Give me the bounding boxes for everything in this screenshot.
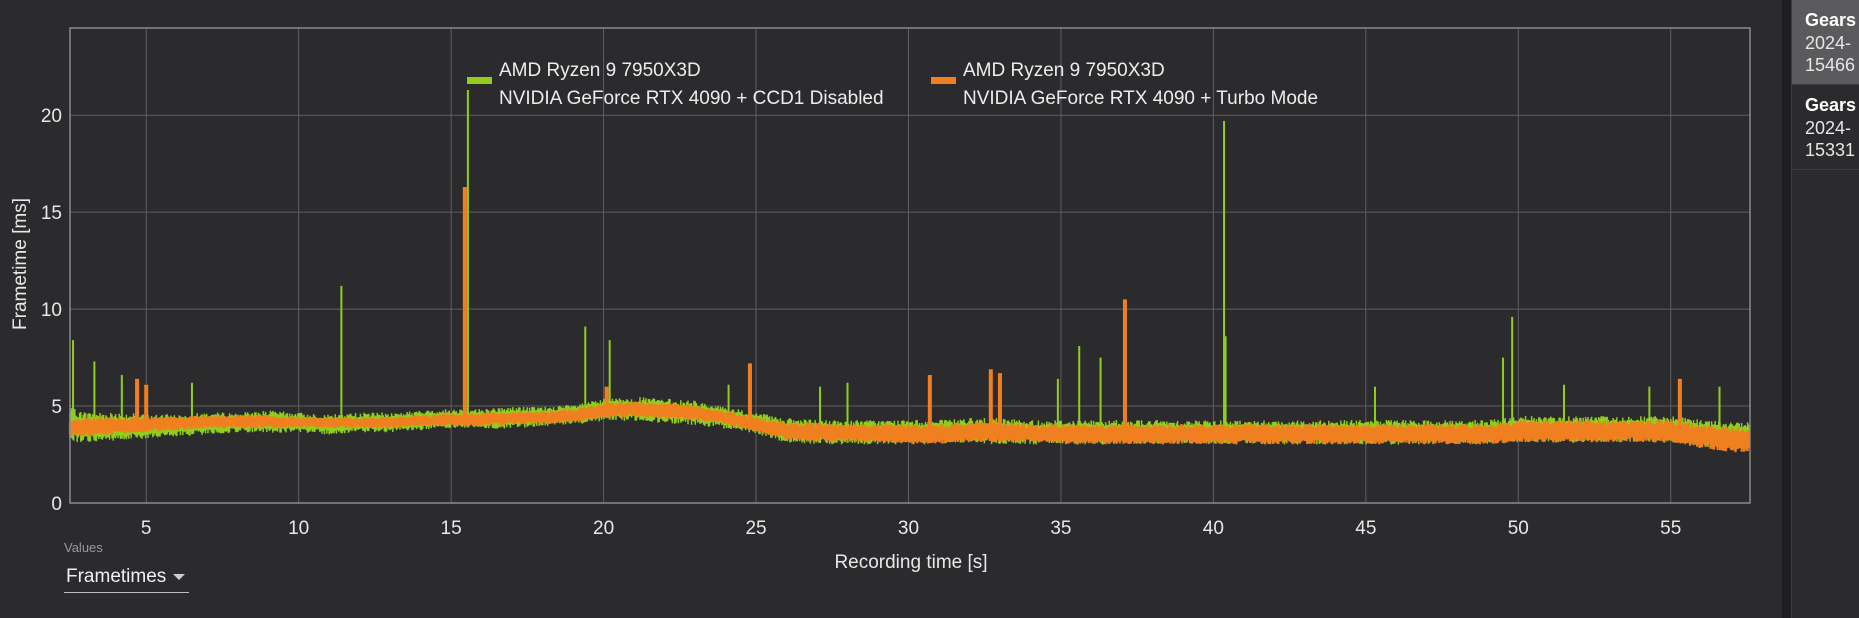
x-tick-label: 15 <box>441 518 462 539</box>
run-list-item[interactable]: Gears 2024- 15466 <box>1792 0 1859 85</box>
x-tick-label: 40 <box>1203 518 1224 539</box>
y-tick-label: 20 <box>41 106 62 127</box>
legend[interactable]: AMD Ryzen 9 7950X3D NVIDIA GeForce RTX 4… <box>467 60 1318 109</box>
y-tick-label: 0 <box>51 494 62 515</box>
run-id: 15331 <box>1805 140 1856 160</box>
y-axis-title: Frametime [ms] <box>10 198 31 330</box>
run-date: 2024- <box>1805 118 1852 138</box>
frametime-chart: 5 10 15 20 25 30 35 40 45 50 55 0 5 10 15 20 Recording … <box>10 27 1751 573</box>
x-tick-label: 20 <box>593 518 614 539</box>
legend-item-ccd1-disabled[interactable]: AMD Ryzen 9 7950X3D NVIDIA GeForce RTX 4… <box>467 60 884 109</box>
series-turbo-mode <box>68 186 1750 453</box>
chevron-down-icon[interactable] <box>173 574 185 580</box>
y-tick-label: 10 <box>41 300 62 321</box>
run-title: Gears <box>1805 10 1857 30</box>
plot-frame <box>69 27 1751 504</box>
frametime-band <box>68 401 1750 453</box>
legend-label-turbo-line2: NVIDIA GeForce RTX 4090 + Turbo Mode <box>963 88 1318 109</box>
x-tick-label: 35 <box>1050 518 1071 539</box>
run-title: Gears <box>1805 95 1857 115</box>
values-dropdown[interactable]: Frametimes <box>64 562 189 593</box>
legend-swatch-turbo-mode <box>931 77 956 84</box>
legend-label-ccd1-line1: AMD Ryzen 9 7950X3D <box>499 60 701 81</box>
x-tick-label: 25 <box>745 518 766 539</box>
values-selected-label: Frametimes <box>66 566 167 587</box>
x-tick-label: 45 <box>1355 518 1376 539</box>
series-layer <box>68 90 1750 453</box>
x-tick-label: 10 <box>288 518 309 539</box>
panel-divider[interactable] <box>1782 0 1791 618</box>
y-tick-label: 5 <box>51 397 62 418</box>
run-id: 15466 <box>1805 55 1856 75</box>
x-tick-label: 55 <box>1660 518 1681 539</box>
tick-labels: 5 10 15 20 25 30 35 40 45 50 55 0 5 10 15 20 <box>41 106 1681 539</box>
run-list-item[interactable]: Gears 2024- 15331 <box>1792 85 1859 170</box>
legend-swatch-ccd1-disabled <box>467 77 492 84</box>
x-tick-label: 5 <box>141 518 152 539</box>
series-ccd1-disabled <box>69 90 1750 449</box>
x-tick-label: 50 <box>1508 518 1529 539</box>
run-date: 2024- <box>1805 33 1852 53</box>
run-list-sidebar: Gears 2024- 15466 Gears 2024- 15331 <box>1791 0 1859 618</box>
x-axis-title: Recording time [s] <box>834 552 987 573</box>
values-caption: Values <box>64 540 103 555</box>
legend-item-turbo-mode[interactable]: AMD Ryzen 9 7950X3D NVIDIA GeForce RTX 4… <box>931 60 1318 109</box>
legend-label-ccd1-line2: NVIDIA GeForce RTX 4090 + CCD1 Disabled <box>499 88 884 109</box>
y-tick-label: 15 <box>41 203 62 224</box>
values-panel: Values Frametimes <box>64 540 189 593</box>
legend-label-turbo-line1: AMD Ryzen 9 7950X3D <box>963 60 1165 81</box>
x-tick-label: 30 <box>898 518 919 539</box>
